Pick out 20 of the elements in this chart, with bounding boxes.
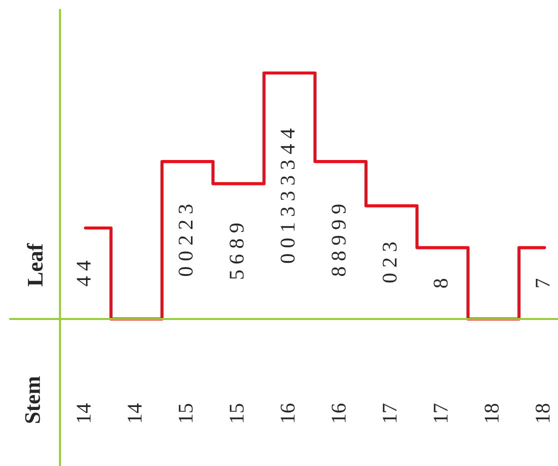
x-tick-label: 16 [280,404,295,422]
text: Stem [25,376,40,423]
annotation: 0 0 2 2 3 [178,204,193,276]
x-tick-label: 15 [230,404,244,422]
x-tick-label: 16 [332,404,346,422]
annotation: 8 8 9 9 9 [332,204,346,276]
annotation: 5 6 8 9 [230,224,244,279]
annotation: 8 [434,278,448,288]
x-tick-label: 17 [434,404,448,422]
annotation: 7 [536,278,550,288]
annotation: 0 2 3 [382,242,397,282]
x-tick-label: 18 [484,404,499,422]
x-tick-label: 17 [382,404,397,422]
x-tick-label: 18 [536,404,550,422]
x-tick-label: 14 [128,403,142,422]
x-tick-label: 14 [76,403,91,422]
x-tick-label: 15 [178,404,193,422]
annotation: 0 0 1 3 3 3 3 4 4 [280,128,295,263]
y-axis-title: Leaf [26,243,43,286]
annotation: 4 4 [76,260,91,286]
